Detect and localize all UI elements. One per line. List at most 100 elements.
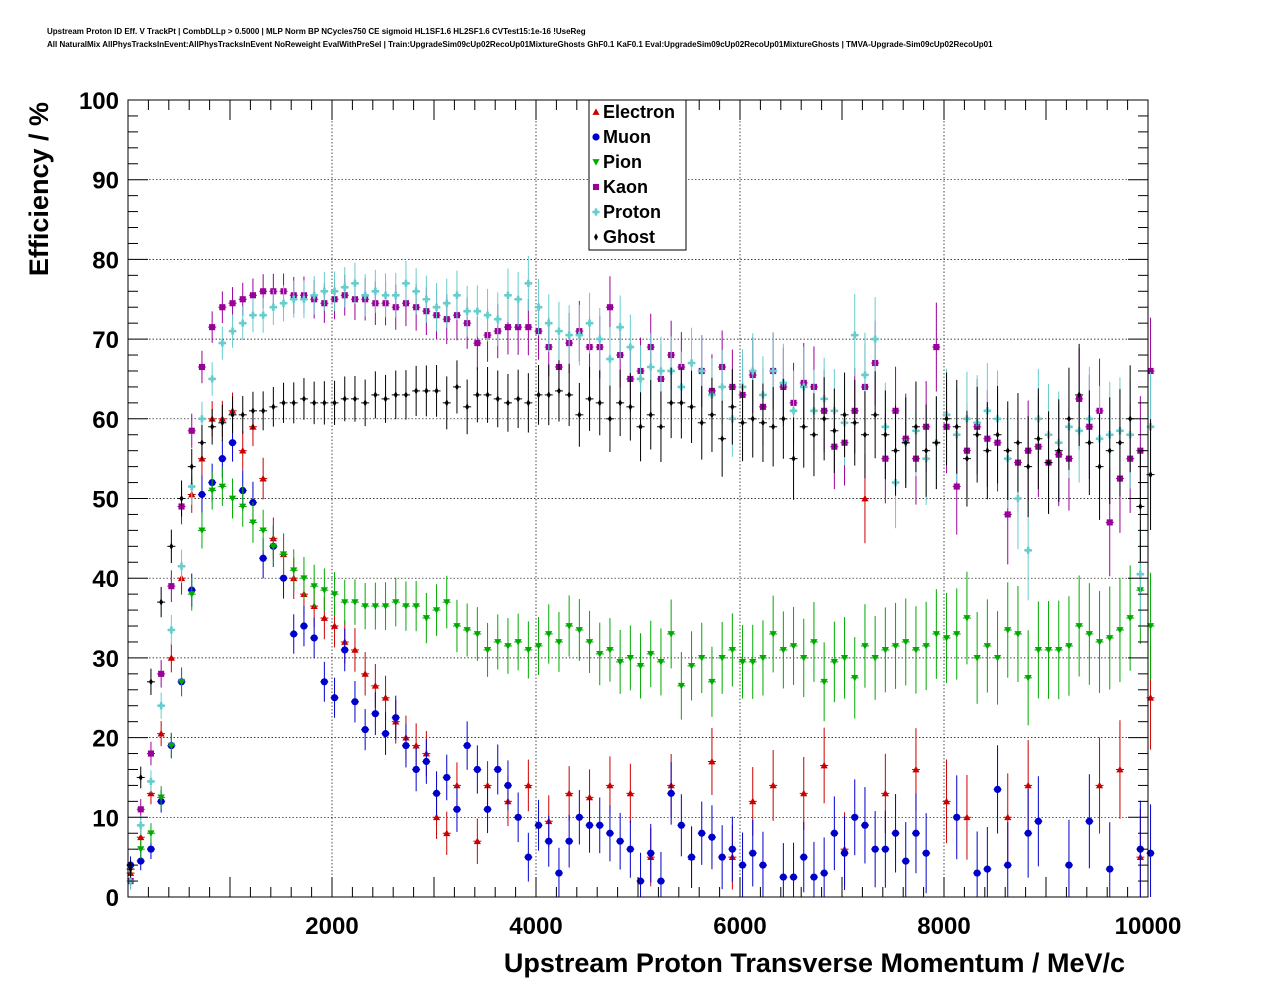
muon-point [759, 861, 767, 869]
ghost-point [873, 411, 878, 419]
proton-point [534, 303, 543, 311]
ghost-point [852, 419, 857, 427]
proton-point [259, 311, 267, 319]
pion-point [534, 643, 543, 650]
muon-point [473, 765, 481, 774]
muon-point [361, 726, 369, 734]
ghost-point [1005, 447, 1010, 455]
proton-point [239, 319, 247, 327]
kaon-point [504, 324, 512, 331]
legend-marker-proton [592, 208, 600, 216]
ghost-point [1056, 447, 1061, 455]
proton-point [228, 327, 237, 335]
electron-point [330, 622, 339, 629]
pion-point [371, 603, 379, 610]
electron-point [361, 670, 369, 677]
pion-point [779, 647, 787, 654]
pion-point [830, 659, 838, 666]
proton-point [524, 279, 532, 287]
ghost-point [781, 415, 786, 423]
kaon-point [474, 340, 481, 347]
ghost-point [383, 395, 388, 403]
muon-point [432, 789, 441, 797]
pion-point [973, 655, 981, 662]
kaon-point [239, 296, 246, 303]
pion-point [1065, 643, 1073, 650]
axis-ticks: 2000 4000 6000 8000 10000 0 10 20 30 40 50 60 70 80 90… [79, 88, 1181, 940]
muon-point [728, 845, 736, 853]
muon-point [585, 821, 594, 829]
pion-point [412, 603, 420, 610]
pion-point [749, 659, 757, 666]
pion-point [626, 655, 634, 662]
pion-point [912, 647, 920, 654]
muon-point [392, 714, 400, 722]
proton-point [585, 319, 594, 327]
proton-point [575, 331, 583, 339]
muon-point [310, 634, 318, 642]
proton-point [871, 335, 879, 343]
pion-point [953, 631, 961, 638]
muon-point [616, 837, 624, 845]
ghost-point [832, 427, 837, 435]
y-tick-label: 100 [79, 88, 119, 115]
ghost-point [179, 494, 184, 503]
proton-point [381, 291, 390, 299]
ghost-point [1148, 470, 1153, 479]
electron-point [167, 654, 175, 661]
ghost-point [597, 399, 602, 407]
pion-point [657, 659, 665, 666]
ghost-point [485, 391, 490, 399]
proton-point [177, 562, 186, 570]
proton-point [789, 407, 798, 415]
proton-point [565, 331, 573, 339]
electron-point [912, 765, 920, 773]
kaon-point [249, 292, 257, 299]
ghost-point [842, 411, 847, 419]
pion-point [840, 655, 849, 662]
pion-point [1106, 635, 1114, 642]
pion-point [177, 678, 186, 686]
proton-point [647, 363, 655, 371]
proton-point [494, 315, 502, 323]
pion-point [330, 591, 339, 598]
pion-point [1075, 623, 1083, 630]
electron-point [381, 694, 390, 701]
pion-point [279, 551, 288, 558]
muon-point [218, 455, 226, 463]
proton-point [290, 295, 298, 303]
proton-point [371, 287, 379, 295]
muon-point [320, 678, 328, 686]
pion-point [851, 674, 859, 682]
proton-point [167, 626, 175, 634]
x-tick-label: 4000 [509, 913, 562, 940]
ghost-point [556, 387, 561, 395]
proton-point [218, 339, 226, 347]
pion-point [698, 655, 706, 662]
ghost-point [495, 395, 500, 403]
proton-point [402, 279, 410, 287]
ghost-point [1117, 439, 1122, 447]
pion-point [443, 599, 451, 606]
ghost-point [750, 415, 755, 423]
pion-point [320, 587, 328, 594]
muon-point [534, 821, 543, 829]
y-axis-label: Efficiency / % [24, 102, 54, 276]
pion-point [1126, 615, 1134, 622]
muon-point [820, 869, 828, 877]
muon-point [749, 849, 757, 857]
proton-point [657, 367, 665, 375]
kaon-point [953, 483, 960, 490]
muon-point [1024, 829, 1032, 837]
ghost-point [1026, 463, 1031, 471]
kaon-point [198, 363, 206, 371]
legend-label-kaon: Kaon [603, 177, 648, 197]
ghost-point [934, 439, 939, 447]
pion-point [1085, 631, 1093, 638]
ghost-point [618, 399, 623, 407]
ghost-point [1046, 459, 1051, 467]
muon-point [596, 821, 604, 829]
muon-point [800, 853, 808, 861]
pion-point [137, 846, 145, 853]
electron-point [351, 646, 359, 653]
